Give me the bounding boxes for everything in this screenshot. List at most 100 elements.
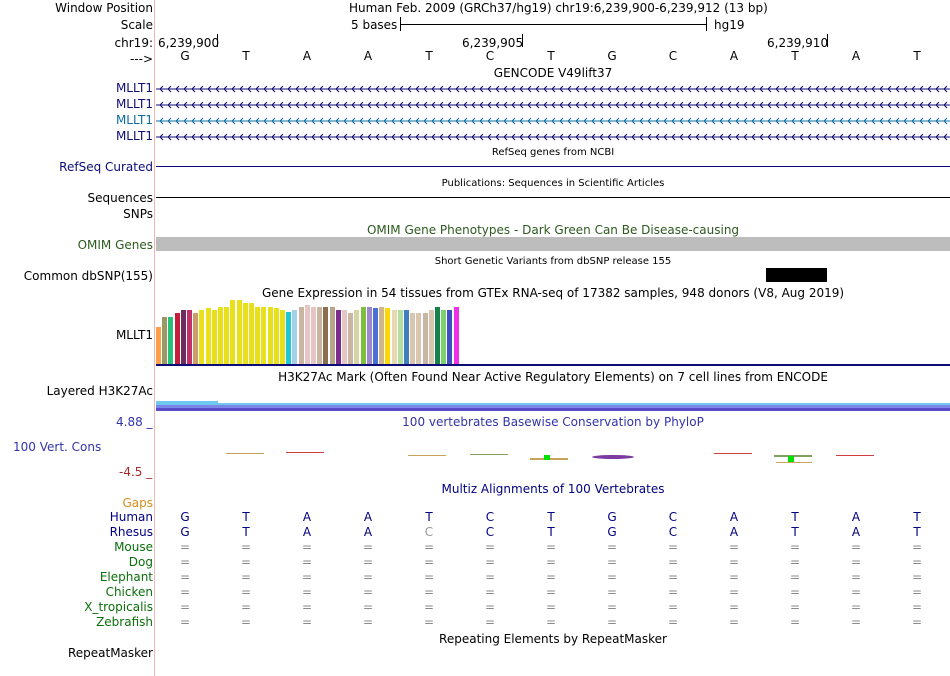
refseq-line[interactable] bbox=[156, 166, 950, 167]
label-cons[interactable]: 100 Vert. Cons bbox=[13, 440, 102, 454]
label-gtex-gene[interactable]: MLLT1 bbox=[115, 328, 153, 342]
alignment-row[interactable]: X_tropicalis = = = = = = = = = = = = = bbox=[0, 600, 950, 615]
alignment-row[interactable]: Rhesus G T A A C C T G C A T A T bbox=[0, 525, 950, 540]
gtex-tissue-bar[interactable] bbox=[199, 310, 205, 364]
label-track-mllt1-4[interactable]: MLLT1 bbox=[115, 129, 153, 143]
label-track-mllt1-1[interactable]: MLLT1 bbox=[115, 81, 153, 95]
alignment-species-label[interactable]: Mouse bbox=[114, 540, 153, 554]
label-h3k27ac[interactable]: Layered H3K27Ac bbox=[46, 384, 153, 398]
gtex-tissue-bar[interactable] bbox=[410, 313, 416, 364]
phylop-signal[interactable] bbox=[156, 446, 950, 468]
gtex-tissue-bar[interactable] bbox=[304, 305, 310, 364]
tick-label-3: 6,239,910 bbox=[767, 36, 829, 50]
gtex-tissue-bar[interactable] bbox=[317, 307, 323, 364]
gtex-tissue-bar[interactable] bbox=[230, 300, 236, 364]
gtex-tissue-bar[interactable] bbox=[168, 317, 174, 364]
label-track-mllt1-3[interactable]: MLLT1 bbox=[115, 113, 153, 127]
alignment-row[interactable]: Dog = = = = = = = = = = = = = bbox=[0, 555, 950, 570]
gtex-tissue-bar[interactable] bbox=[267, 307, 273, 364]
label-sequences[interactable]: Sequences bbox=[87, 191, 153, 205]
alignment-row[interactable]: Elephant = = = = = = = = = = = = = bbox=[0, 570, 950, 585]
gtex-bar-chart[interactable] bbox=[156, 298, 950, 364]
dbsnp-variant[interactable] bbox=[766, 268, 827, 282]
alignment-species-label[interactable]: Elephant bbox=[99, 570, 153, 584]
alignment-row[interactable]: Zebrafish = = = = = = = = = = = = = bbox=[0, 615, 950, 630]
gtex-tissue-bar[interactable] bbox=[447, 310, 453, 364]
gencode-title: GENCODE V49lift37 bbox=[493, 66, 613, 80]
gtex-tissue-bar[interactable] bbox=[187, 310, 192, 364]
gtex-tissue-bar[interactable] bbox=[397, 310, 403, 364]
gtex-tissue-bar[interactable] bbox=[242, 303, 248, 364]
alignment-base: = bbox=[240, 540, 252, 554]
gtex-tissue-bar[interactable] bbox=[366, 307, 372, 364]
gtex-tissue-bar[interactable] bbox=[391, 310, 397, 364]
label-dbsnp[interactable]: Common dbSNP(155) bbox=[23, 269, 153, 283]
label-snps[interactable]: SNPs bbox=[123, 207, 153, 221]
gtex-tissue-bar[interactable] bbox=[180, 310, 186, 364]
gtex-tissue-bar[interactable] bbox=[224, 307, 230, 364]
gtex-tissue-bar[interactable] bbox=[273, 308, 279, 364]
alignment-row[interactable]: Chicken = = = = = = = = = = = = = bbox=[0, 585, 950, 600]
publications-title: Publications: Sequences in Scientific Ar… bbox=[441, 178, 665, 189]
gtex-tissue-bar[interactable] bbox=[360, 307, 366, 364]
gtex-tissue-bar[interactable] bbox=[373, 308, 378, 364]
gtex-tissue-bar[interactable] bbox=[385, 308, 391, 364]
gtex-tissue-bar[interactable] bbox=[261, 307, 267, 364]
alignment-species-label[interactable]: Zebrafish bbox=[96, 615, 153, 629]
gtex-tissue-bar[interactable] bbox=[249, 303, 254, 364]
gtex-tissue-bar[interactable] bbox=[292, 310, 298, 364]
alignment-row[interactable]: Human G T A A T C T G C A T A T bbox=[0, 510, 950, 525]
label-strand[interactable]: ---> bbox=[129, 52, 153, 66]
h3k27ac-signal[interactable] bbox=[156, 401, 950, 412]
gtex-tissue-bar[interactable] bbox=[379, 307, 385, 364]
gtex-tissue-bar[interactable] bbox=[298, 307, 304, 364]
label-refseq[interactable]: RefSeq Curated bbox=[59, 160, 153, 174]
publications-line[interactable] bbox=[156, 197, 950, 198]
gtex-tissue-bar[interactable] bbox=[323, 307, 329, 364]
alignment-base: = bbox=[179, 600, 191, 614]
gtex-tissue-bar[interactable] bbox=[193, 313, 199, 364]
label-omim[interactable]: OMIM Genes bbox=[77, 238, 153, 252]
alignment-species-label[interactable]: Chicken bbox=[105, 585, 153, 599]
alignment-species-label[interactable]: Dog bbox=[128, 555, 153, 569]
gtex-tissue-bar[interactable] bbox=[453, 307, 459, 364]
gtex-tissue-bar[interactable] bbox=[404, 310, 409, 364]
gene-model-mllt1[interactable] bbox=[156, 83, 950, 93]
label-gaps[interactable]: Gaps bbox=[122, 496, 153, 510]
gtex-tissue-bar[interactable] bbox=[211, 310, 217, 364]
gtex-tissue-bar[interactable] bbox=[162, 317, 168, 364]
alignment-species-label[interactable]: X_tropicalis bbox=[84, 600, 153, 614]
gtex-tissue-bar[interactable] bbox=[236, 300, 242, 364]
gtex-tissue-bar[interactable] bbox=[174, 313, 180, 364]
omim-feature[interactable] bbox=[156, 237, 950, 251]
alignment-row[interactable]: Mouse = = = = = = = = = = = = = bbox=[0, 540, 950, 555]
gtex-tissue-bar[interactable] bbox=[435, 307, 440, 364]
gtex-tissue-bar[interactable] bbox=[441, 310, 447, 364]
gtex-tissue-bar[interactable] bbox=[335, 310, 341, 364]
alignment-base: = bbox=[545, 570, 557, 584]
gene-model-mllt1[interactable] bbox=[156, 99, 950, 109]
gtex-tissue-bar[interactable] bbox=[354, 310, 360, 364]
alignment-base: = bbox=[728, 540, 740, 554]
gtex-tissue-bar[interactable] bbox=[255, 307, 261, 364]
label-repeatmasker[interactable]: RepeatMasker bbox=[67, 646, 153, 660]
label-track-mllt1-2[interactable]: MLLT1 bbox=[115, 97, 153, 111]
gtex-tissue-bar[interactable] bbox=[348, 313, 354, 364]
gtex-tissue-bar[interactable] bbox=[428, 310, 434, 364]
gtex-tissue-bar[interactable] bbox=[311, 307, 316, 364]
alignment-species-label[interactable]: Rhesus bbox=[109, 525, 153, 539]
gtex-tissue-bar[interactable] bbox=[280, 310, 285, 364]
gtex-tissue-bar[interactable] bbox=[422, 313, 428, 364]
gtex-tissue-bar[interactable] bbox=[342, 310, 347, 364]
alignment-species-label[interactable]: Human bbox=[109, 510, 153, 524]
gtex-tissue-bar[interactable] bbox=[218, 307, 223, 364]
gene-model-mllt1[interactable] bbox=[156, 115, 950, 125]
gtex-tissue-bar[interactable] bbox=[329, 307, 335, 364]
alignment-base: = bbox=[850, 555, 862, 569]
gtex-tissue-bar[interactable] bbox=[286, 312, 292, 364]
gene-model-mllt1[interactable] bbox=[156, 131, 950, 141]
gtex-tissue-bar[interactable] bbox=[205, 308, 211, 364]
gtex-tissue-bar[interactable] bbox=[416, 313, 422, 364]
gtex-tissue-bar[interactable] bbox=[156, 327, 161, 364]
